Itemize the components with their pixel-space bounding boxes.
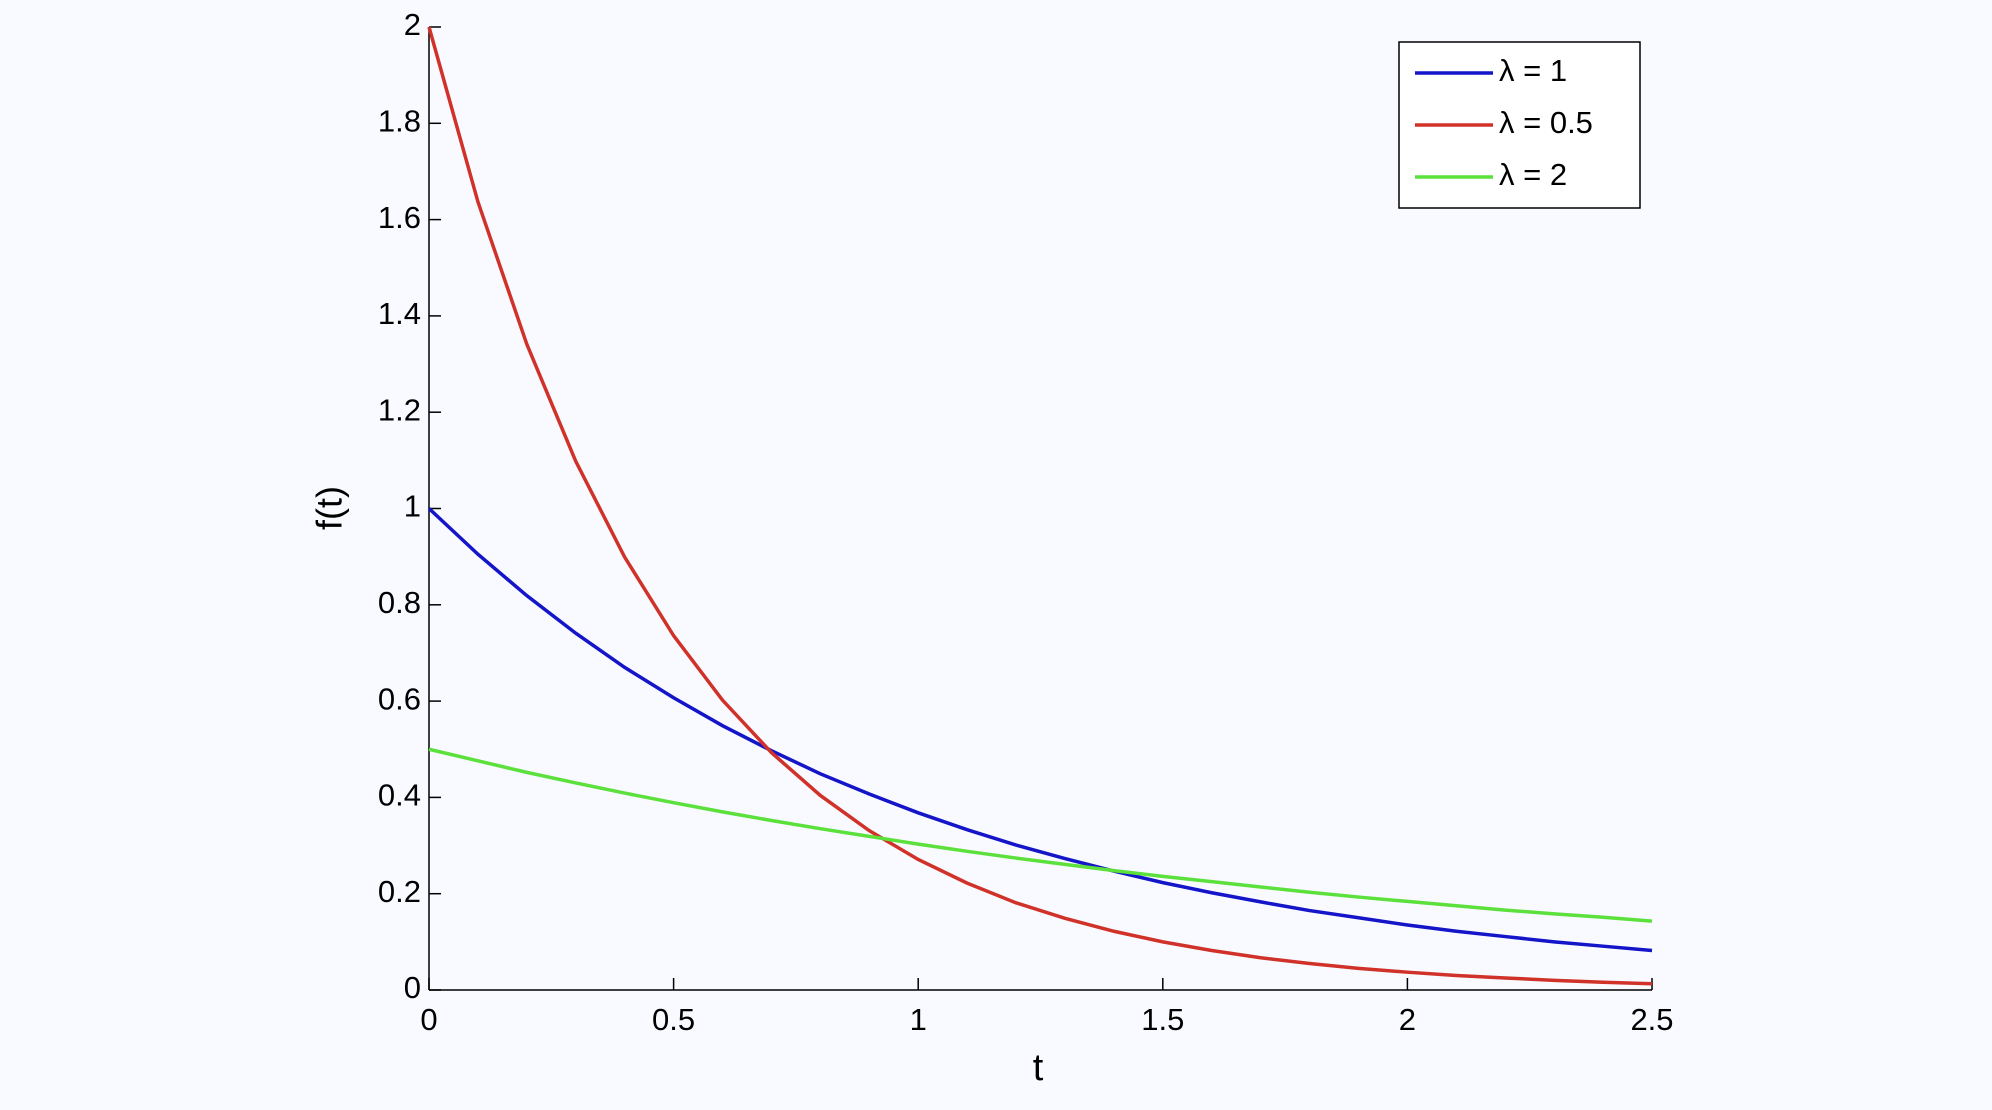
legend-label: λ = 2 bbox=[1499, 157, 1567, 192]
y-tick-label: 1 bbox=[404, 489, 421, 524]
x-tick-label: 0.5 bbox=[652, 1002, 695, 1037]
legend-label: λ = 1 bbox=[1499, 53, 1567, 88]
y-axis-label: f(t) bbox=[309, 486, 350, 530]
x-tick-label: 0 bbox=[420, 1002, 437, 1037]
x-axis-label: t bbox=[1033, 1047, 1044, 1089]
y-tick-label: 2 bbox=[404, 7, 421, 42]
x-tick-label: 1 bbox=[910, 1002, 927, 1037]
y-tick-label: 1.2 bbox=[378, 392, 421, 427]
y-tick-label: 1.4 bbox=[378, 296, 421, 331]
y-tick-label: 0.2 bbox=[378, 874, 421, 909]
y-tick-label: 1.8 bbox=[378, 103, 421, 138]
line-series bbox=[427, 26, 1653, 986]
line-series bbox=[428, 747, 1653, 923]
y-tick-label: 0.8 bbox=[378, 585, 421, 620]
y-tick-label: 1.6 bbox=[378, 200, 421, 235]
y-tick-label: 0 bbox=[404, 970, 421, 1005]
line-series bbox=[427, 507, 1653, 953]
x-tick-label: 2.5 bbox=[1630, 1002, 1673, 1037]
legend-label: λ = 0.5 bbox=[1499, 105, 1593, 140]
y-tick-label: 0.4 bbox=[378, 778, 421, 813]
y-tick-label: 0.6 bbox=[378, 681, 421, 716]
x-tick-label: 2 bbox=[1399, 1002, 1416, 1037]
x-tick-label: 1.5 bbox=[1141, 1002, 1184, 1037]
